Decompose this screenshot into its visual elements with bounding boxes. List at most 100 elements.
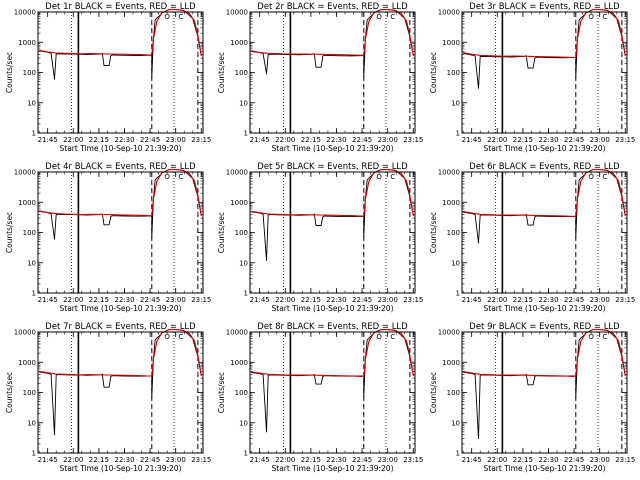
y-tick-label: 1000 xyxy=(18,359,36,367)
y-tick-label: 100 xyxy=(23,69,36,77)
y-tick-label: 100 xyxy=(447,229,460,237)
series-line-lld xyxy=(463,169,626,217)
panel-title: Det 9r BLACK = Events, RED = LLD xyxy=(469,322,620,332)
series-line-lld xyxy=(250,9,414,56)
y-tick-label: 10000 xyxy=(438,329,460,337)
x-tick-label: 23:00 xyxy=(166,136,186,144)
y-tick-label: 1 xyxy=(456,450,460,458)
y-axis-label: Counts/sec xyxy=(217,212,226,253)
detector-panel-3: Det 3r BLACK = Events, RED = LLD 1 10 100 10… xyxy=(429,2,635,153)
plot-frame xyxy=(37,331,204,454)
saa-marker-label: C xyxy=(602,173,607,181)
saa-marker-label: O xyxy=(164,333,170,341)
y-axis-label: Counts/sec xyxy=(5,52,14,93)
plot-frame xyxy=(249,11,416,134)
saa-marker-label: O xyxy=(588,13,594,21)
x-axis-label: Start Time (10-Sep-10 21:39:20) xyxy=(272,464,394,473)
detector-panel-2: Det 2r BLACK = Events, RED = LLD 1 10 100 10… xyxy=(217,2,423,153)
x-axis-label: Start Time (10-Sep-10 21:39:20) xyxy=(60,464,182,473)
series-line-lld xyxy=(463,329,626,377)
detector-panel-9: Det 9r BLACK = Events, RED = LLD 1 10 100 10… xyxy=(429,322,635,473)
x-tick-label: 22:15 xyxy=(301,296,321,304)
x-tick-label: 22:30 xyxy=(538,136,558,144)
x-tick-label: 22:15 xyxy=(89,296,109,304)
y-tick-label: 100 xyxy=(23,389,36,397)
x-tick-label: 22:45 xyxy=(140,456,160,464)
y-tick-label: 10000 xyxy=(226,169,248,177)
series-line-events xyxy=(463,169,626,244)
x-tick-label: 23:15 xyxy=(615,296,635,304)
saa-marker-label: C xyxy=(602,333,607,341)
saa-marker-label: C xyxy=(178,173,183,181)
x-tick-label: 22:15 xyxy=(513,296,533,304)
x-tick-label: 22:30 xyxy=(326,136,346,144)
y-tick-label: 10000 xyxy=(438,169,460,177)
panel-title: Det 7r BLACK = Events, RED = LLD xyxy=(45,322,196,332)
x-tick-label: 22:45 xyxy=(564,296,584,304)
x-tick-label: 23:15 xyxy=(191,456,211,464)
x-tick-label: 23:15 xyxy=(615,136,635,144)
x-axis-label: Start Time (10-Sep-10 21:39:20) xyxy=(60,144,182,153)
panel-title: Det 2r BLACK = Events, RED = LLD xyxy=(257,2,408,12)
x-tick-label: 22:00 xyxy=(487,456,507,464)
y-tick-label: 1 xyxy=(32,130,36,138)
x-tick-label: 22:15 xyxy=(301,456,321,464)
y-tick-label: 1 xyxy=(456,290,460,298)
x-tick-label: 22:45 xyxy=(352,456,372,464)
saa-marker-label: O xyxy=(376,173,382,181)
y-tick-label: 10000 xyxy=(14,329,36,337)
saa-marker-label: C xyxy=(390,173,395,181)
x-tick-label: 22:45 xyxy=(564,136,584,144)
x-tick-label: 22:00 xyxy=(63,296,83,304)
series-line-events xyxy=(251,9,414,78)
panel-title: Det 5r BLACK = Events, RED = LLD xyxy=(257,162,408,172)
y-axis-label: Counts/sec xyxy=(5,372,14,413)
y-axis-label: Counts/sec xyxy=(429,372,438,413)
x-tick-label: 22:00 xyxy=(275,296,295,304)
x-tick-label: 23:00 xyxy=(590,136,610,144)
y-tick-label: 10 xyxy=(239,259,248,267)
x-tick-label: 22:00 xyxy=(487,136,507,144)
x-tick-label: 23:00 xyxy=(378,296,398,304)
y-tick-label: 1000 xyxy=(442,39,460,47)
x-tick-label: 22:00 xyxy=(275,456,295,464)
y-tick-label: 10000 xyxy=(438,9,460,17)
x-tick-label: 23:00 xyxy=(378,136,398,144)
detector-panel-7: Det 7r BLACK = Events, RED = LLD 1 10 100 10… xyxy=(5,322,211,473)
x-tick-label: 22:45 xyxy=(140,136,160,144)
y-tick-label: 1 xyxy=(244,130,248,138)
plot-frame xyxy=(249,331,416,454)
y-tick-label: 1 xyxy=(456,130,460,138)
detector-panel-4: Det 4r BLACK = Events, RED = LLD 1 10 100 10… xyxy=(5,162,211,313)
x-tick-label: 23:00 xyxy=(378,456,398,464)
panel-title: Det 8r BLACK = Events, RED = LLD xyxy=(257,322,408,332)
x-tick-label: 23:00 xyxy=(166,456,186,464)
y-tick-label: 10000 xyxy=(14,169,36,177)
y-axis-label: Counts/sec xyxy=(429,212,438,253)
x-tick-label: 23:00 xyxy=(590,456,610,464)
series-line-events xyxy=(39,9,202,80)
series-line-events xyxy=(39,169,202,240)
saa-marker-label: O xyxy=(376,333,382,341)
series-line-lld xyxy=(39,329,202,377)
y-tick-label: 1 xyxy=(244,450,248,458)
x-axis-label: Start Time (10-Sep-10 21:39:20) xyxy=(484,304,606,313)
x-tick-label: 22:00 xyxy=(63,136,83,144)
saa-marker-label: O xyxy=(588,333,594,341)
y-tick-label: 1000 xyxy=(18,199,36,207)
x-tick-label: 23:15 xyxy=(403,136,423,144)
detector-panel-5: Det 5r BLACK = Events, RED = LLD 1 10 100 10… xyxy=(217,162,423,313)
y-axis-label: Counts/sec xyxy=(429,52,438,93)
detector-panel-1: Det 1r BLACK = Events, RED = LLD 1 10 100 10… xyxy=(5,2,211,153)
y-tick-label: 100 xyxy=(447,389,460,397)
x-tick-label: 22:30 xyxy=(326,456,346,464)
series-line-events xyxy=(463,9,626,89)
saa-marker-label: O xyxy=(376,13,382,21)
series-line-lld xyxy=(251,169,414,217)
x-tick-label: 21:45 xyxy=(38,456,58,464)
y-tick-label: 1000 xyxy=(230,359,248,367)
series-line-lld xyxy=(38,9,202,56)
panel-title: Det 4r BLACK = Events, RED = LLD xyxy=(45,162,196,172)
y-tick-label: 1 xyxy=(32,290,36,298)
